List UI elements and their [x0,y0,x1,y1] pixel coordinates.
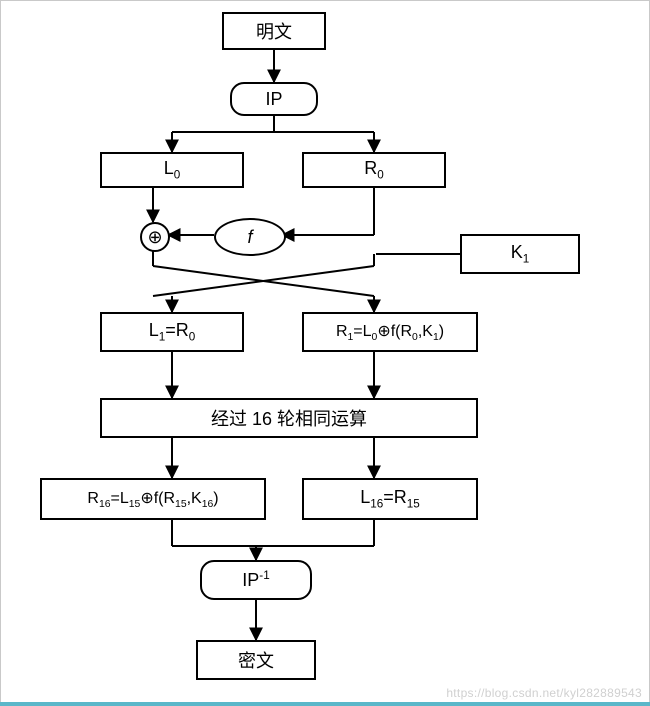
node-k1: K1 [460,234,580,274]
node-l0: L0 [100,152,244,188]
node-l1: L1=R0 [100,312,244,352]
des-flowchart: 明文 IP L0 R0 ⊕ f K1 L1=R0 R1=L0⊕f(R0,K1) … [0,0,650,706]
frame-border [0,0,650,704]
node-ciphertext: 密文 [196,640,316,680]
node-ipinv: IP-1 [200,560,312,600]
label-l1: L1=R0 [149,320,196,344]
node-f: f [214,218,286,256]
label-ip: IP [265,89,282,110]
label-k1: K1 [511,242,530,266]
node-r0: R0 [302,152,446,188]
watermark: https://blog.csdn.net/kyl282889543 [446,686,642,700]
node-rounds: 经过 16 轮相同运算 [100,398,478,438]
node-xor: ⊕ [140,222,170,252]
bottom-bar [0,702,650,706]
label-ciphertext: 密文 [238,647,274,673]
label-rounds: 经过 16 轮相同运算 [211,405,367,431]
label-r1: R1=L0⊕f(R0,K1) [336,321,444,343]
node-r16: R16=L15⊕f(R15,K16) [40,478,266,520]
node-r1: R1=L0⊕f(R0,K1) [302,312,478,352]
label-ipinv: IP-1 [242,569,269,591]
label-r16: R16=L15⊕f(R15,K16) [87,488,218,510]
label-f: f [247,227,252,248]
label-l16: L16=R15 [360,487,420,511]
node-l16: L16=R15 [302,478,478,520]
node-plaintext: 明文 [222,12,326,50]
label-r0: R0 [364,158,384,182]
node-ip: IP [230,82,318,116]
label-plaintext: 明文 [256,18,292,44]
edge-layer [0,0,650,706]
label-l0: L0 [164,158,181,182]
xor-symbol: ⊕ [147,228,162,246]
